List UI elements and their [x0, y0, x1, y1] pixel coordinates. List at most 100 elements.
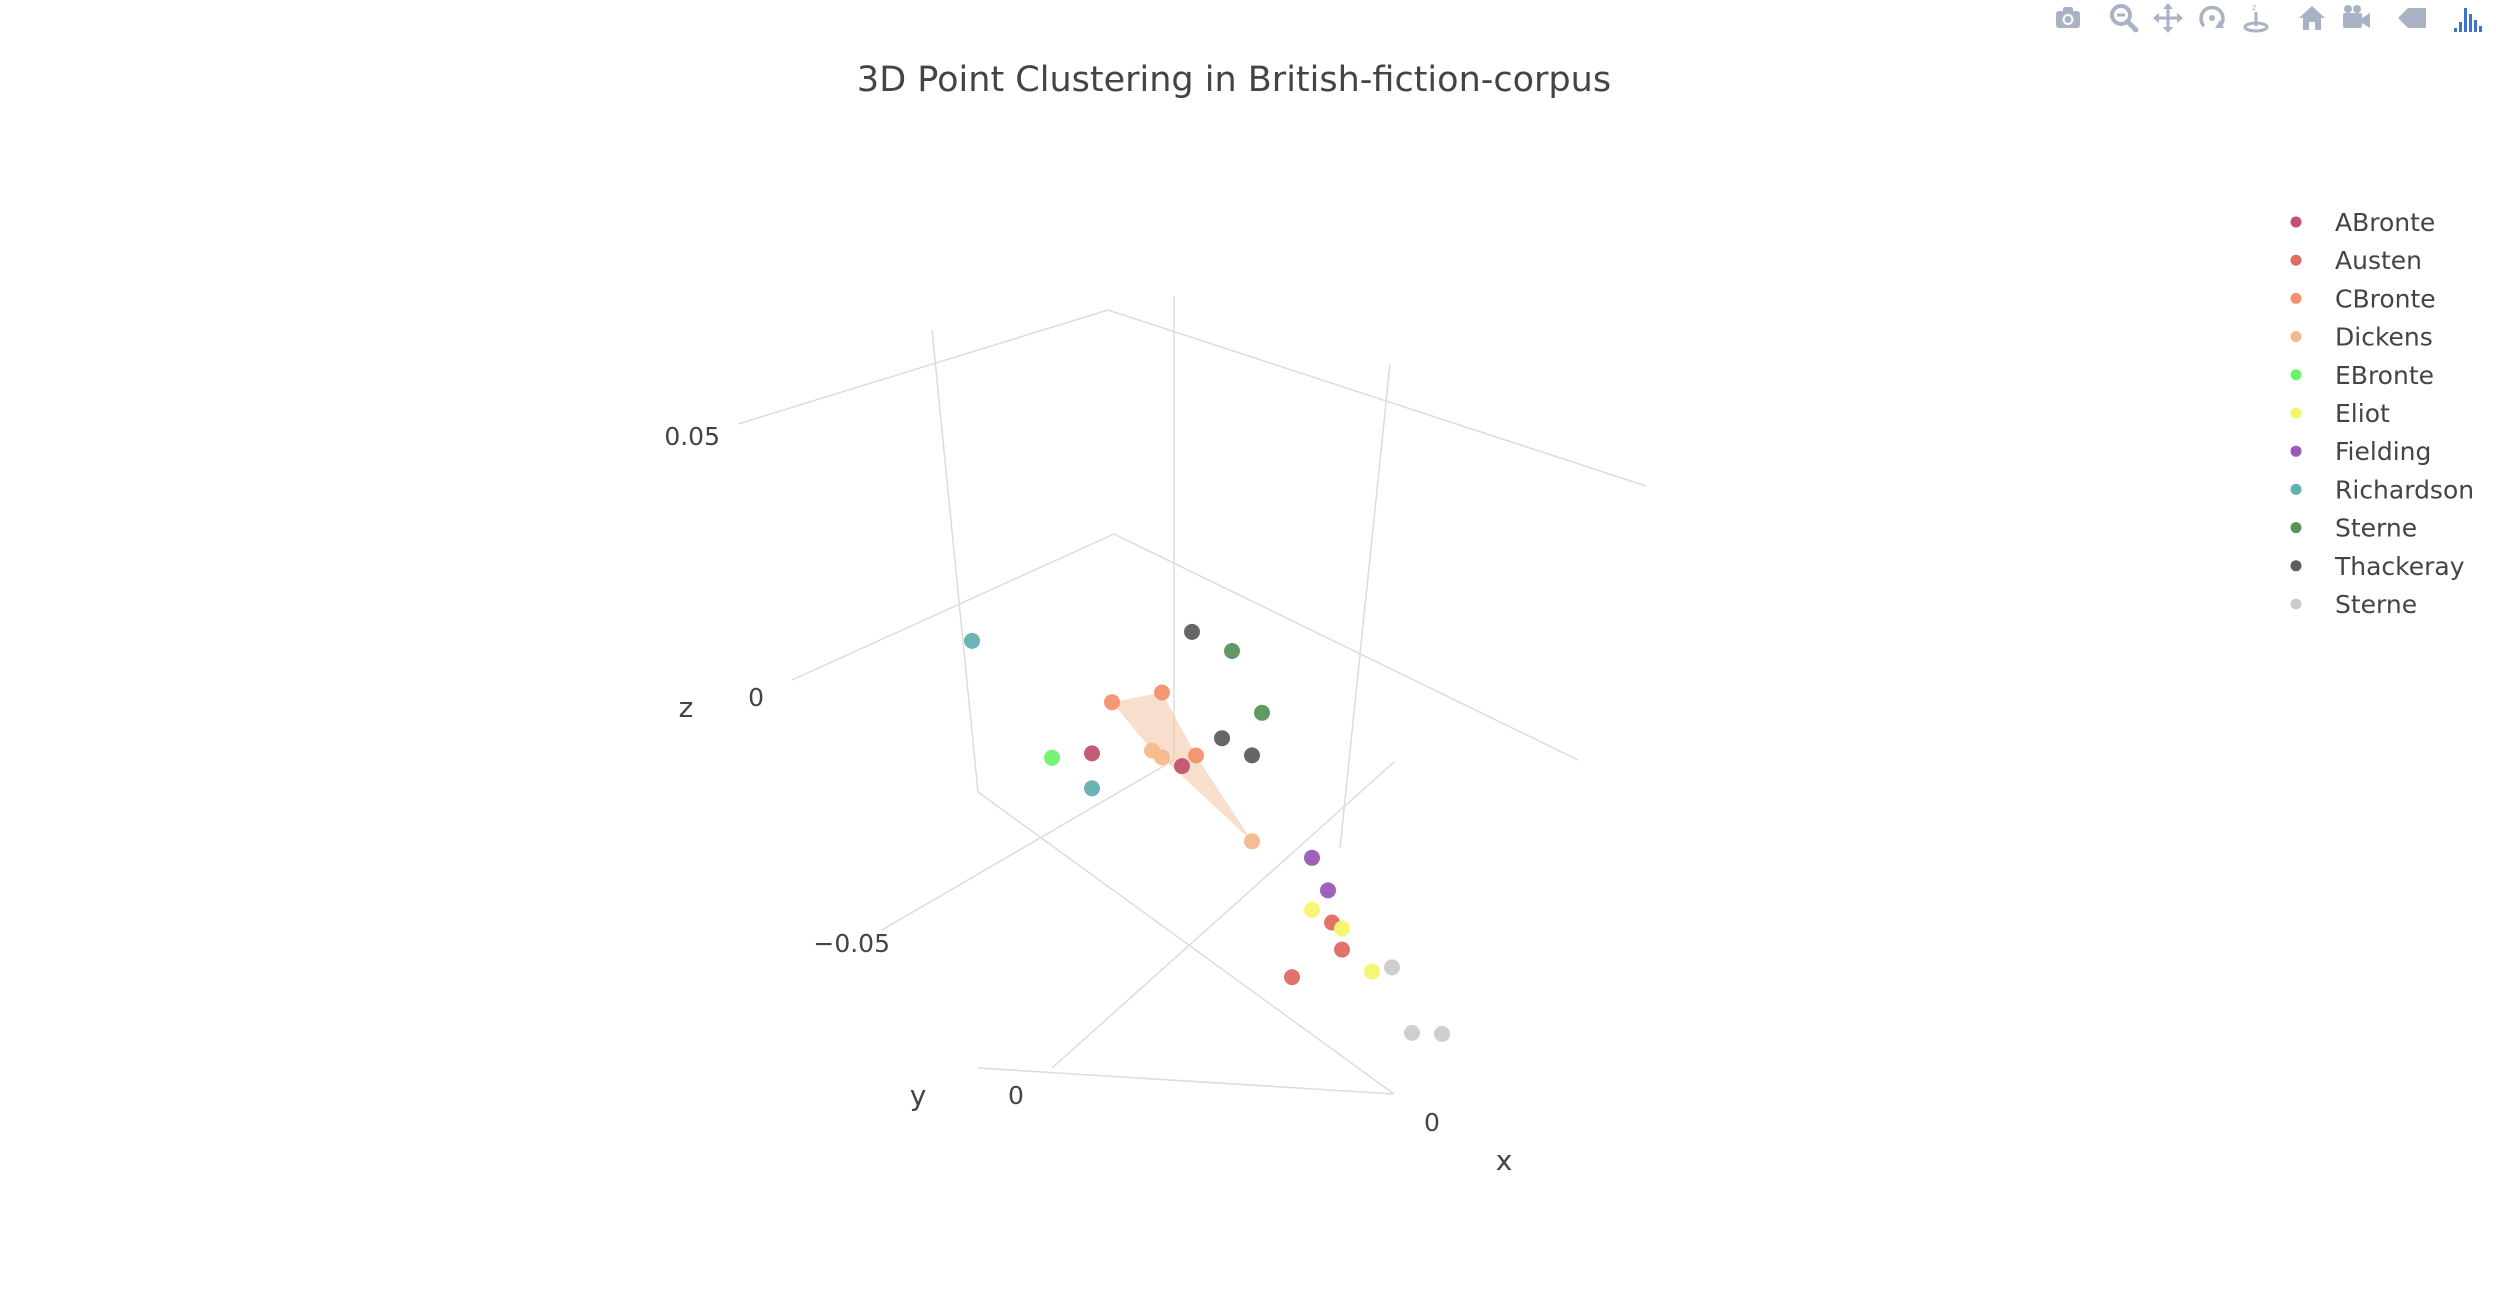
legend-marker: [2290, 445, 2302, 457]
legend-item[interactable]: Sterne: [2290, 590, 2418, 619]
data-point[interactable]: [1044, 749, 1060, 766]
data-point[interactable]: [1254, 704, 1270, 721]
turntable-icon: z: [2243, 3, 2269, 33]
data-point[interactable]: [1174, 758, 1190, 775]
legend-marker: [2290, 216, 2302, 228]
data-point[interactable]: [1184, 623, 1200, 640]
data-point[interactable]: [964, 632, 980, 649]
legend-label: Thackeray: [2334, 552, 2465, 581]
reset-camera-default-button[interactable]: [2290, 0, 2334, 36]
axis-line-y: [1051, 761, 1395, 1069]
data-point[interactable]: [1284, 969, 1300, 986]
grid-line: [1339, 363, 1391, 849]
data-point[interactable]: [1384, 959, 1400, 976]
grid-line: [737, 309, 1109, 425]
data-point[interactable]: [1154, 749, 1170, 766]
grid-line: [1113, 533, 1579, 761]
download-plot-button[interactable]: [2046, 0, 2090, 36]
data-point[interactable]: [1188, 747, 1204, 764]
data-point[interactable]: [1364, 963, 1380, 980]
data-point[interactable]: [1084, 780, 1100, 797]
legend: ABronte Austen CBronte Dickens EBronte Eliot F…: [2290, 208, 2475, 619]
data-point[interactable]: [1084, 745, 1100, 762]
legend-label: Dickens: [2335, 323, 2433, 352]
z-tick-label: 0: [748, 683, 764, 712]
turntable-rotation-button[interactable]: z: [2234, 0, 2278, 36]
home-icon: [2299, 6, 2325, 30]
grid-lines: [737, 296, 1647, 1095]
legend-label: Fielding: [2335, 437, 2431, 466]
data-point[interactable]: [1244, 747, 1260, 764]
plotly-logo-button[interactable]: [2446, 0, 2490, 36]
legend-marker: [2290, 560, 2302, 572]
legend-label: EBronte: [2335, 361, 2434, 390]
legend-marker: [2290, 598, 2302, 610]
x-tick-label: 0: [1424, 1108, 1440, 1137]
legend-label: Sterne: [2335, 590, 2417, 619]
pan-icon: [2153, 3, 2183, 33]
legend-item[interactable]: Richardson: [2290, 475, 2475, 504]
legend-marker: [2290, 254, 2302, 266]
legend-marker: [2290, 522, 2302, 534]
grid-line: [1107, 309, 1647, 487]
legend-label: CBronte: [2335, 284, 2436, 313]
legend-item[interactable]: Eliot: [2290, 399, 2390, 428]
data-point[interactable]: [1154, 684, 1170, 701]
data-point[interactable]: [1404, 1024, 1420, 1041]
data-point[interactable]: [1434, 1025, 1450, 1042]
legend-item[interactable]: CBronte: [2290, 284, 2436, 313]
pan-button[interactable]: [2146, 0, 2190, 36]
legend-label: Eliot: [2335, 399, 2390, 428]
legend-marker: [2290, 407, 2302, 419]
legend-item[interactable]: EBronte: [2290, 361, 2435, 390]
axis-line-x: [977, 1067, 1395, 1095]
legend-marker: [2290, 331, 2302, 343]
legend-item[interactable]: Sterne: [2290, 514, 2418, 543]
legend-marker: [2290, 369, 2302, 381]
data-point[interactable]: [1334, 920, 1350, 937]
legend-item[interactable]: Austen: [2290, 246, 2423, 275]
3d-scene[interactable]: 0.05 0 −0.05 z 0 y 0 x: [664, 296, 1647, 1177]
hover-icon: [2398, 8, 2426, 28]
legend-item[interactable]: Fielding: [2290, 437, 2432, 466]
data-point[interactable]: [1320, 882, 1336, 899]
legend-item[interactable]: Dickens: [2290, 323, 2433, 352]
zoom-button[interactable]: [2102, 0, 2146, 36]
data-point[interactable]: [1104, 694, 1120, 711]
legend-label: Richardson: [2335, 475, 2474, 504]
orbit-icon: [2199, 5, 2225, 28]
data-point[interactable]: [1224, 643, 1240, 659]
grid-line: [977, 791, 1395, 1095]
legend-item[interactable]: ABronte: [2290, 208, 2436, 237]
data-point[interactable]: [1304, 901, 1320, 918]
chart-title: 3D Point Clustering in British-fiction-c…: [857, 60, 1611, 100]
hover-closest-button[interactable]: [2390, 0, 2434, 36]
grid-line: [881, 759, 1175, 931]
axis-line-z: [931, 329, 979, 793]
reset-camera-last-save-button[interactable]: [2334, 0, 2378, 36]
data-point[interactable]: [1214, 730, 1230, 747]
camera-icon: [2056, 7, 2080, 28]
modebar: z: [2046, 0, 2490, 36]
zoom-icon: [2110, 4, 2139, 33]
legend-item[interactable]: Thackeray: [2290, 552, 2465, 581]
legend-marker: [2290, 292, 2302, 304]
x-axis-title: x: [1496, 1144, 1513, 1177]
data-point[interactable]: [1334, 941, 1350, 958]
data-point[interactable]: [1304, 849, 1320, 866]
orbit-rotation-button[interactable]: [2190, 0, 2234, 36]
z-axis-title: z: [679, 691, 694, 724]
plotly-logo-icon: [2454, 8, 2482, 32]
data-point[interactable]: [1244, 833, 1260, 850]
y-axis-title: y: [910, 1079, 927, 1112]
z-tick-label: −0.05: [813, 929, 890, 958]
grid-line: [791, 533, 1115, 681]
z-tick-label: 0.05: [664, 422, 720, 451]
legend-marker: [2290, 483, 2302, 495]
camera-view-icon: [2343, 5, 2370, 28]
svg-text:z: z: [2252, 3, 2256, 12]
legend-label: Sterne: [2335, 514, 2417, 543]
data-points: [964, 623, 1450, 1042]
legend-label: ABronte: [2335, 208, 2435, 237]
